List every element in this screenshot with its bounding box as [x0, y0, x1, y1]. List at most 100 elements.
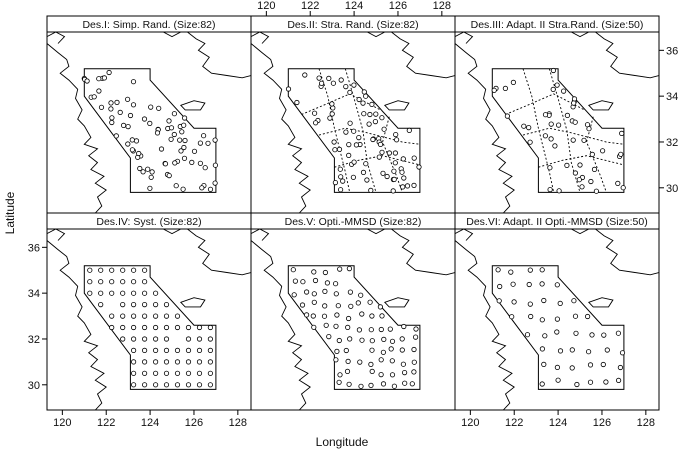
sample-point — [131, 359, 137, 365]
sample-point — [347, 120, 353, 126]
panel-title: Des.IV: Syst. (Size:82) — [96, 216, 201, 228]
sample-point — [351, 82, 357, 88]
sample-point — [98, 302, 104, 308]
sample-point — [181, 122, 187, 128]
sample-point — [541, 361, 547, 367]
sample-point — [511, 299, 517, 305]
sample-point — [303, 312, 310, 318]
sample-point — [142, 336, 148, 342]
panel-title: Des.II: Stra. Rand. (Size:82) — [287, 19, 418, 31]
sample-point — [322, 269, 329, 276]
sample-point — [310, 313, 316, 319]
sample-point — [351, 159, 357, 165]
sample-point — [347, 289, 354, 295]
sample-point — [142, 370, 148, 376]
sample-point — [207, 186, 214, 192]
sample-point — [141, 116, 148, 122]
sample-point — [142, 359, 148, 365]
sample-point — [587, 379, 594, 385]
sample-point — [154, 130, 161, 136]
coastline-4 — [571, 32, 590, 38]
sample-point — [180, 186, 186, 192]
sample-point — [324, 280, 331, 286]
sample-point — [360, 100, 366, 106]
sample-point — [402, 370, 408, 376]
sample-point — [496, 298, 502, 304]
sample-point — [377, 304, 383, 310]
sample-point — [114, 99, 120, 106]
sample-point — [379, 313, 385, 319]
sample-point — [528, 313, 534, 320]
sample-point — [357, 359, 363, 365]
sample-point — [212, 180, 218, 186]
sample-point — [340, 178, 346, 184]
sample-point — [548, 121, 554, 127]
coastline-3 — [187, 32, 251, 79]
sample-point — [163, 359, 170, 365]
sample-point — [336, 379, 342, 385]
sample-point — [131, 302, 137, 308]
sample-point — [554, 82, 560, 88]
sample-point — [589, 151, 595, 157]
sample-point — [368, 327, 374, 333]
stratum-boundary-4 — [522, 68, 555, 193]
sample-point — [572, 119, 578, 125]
sample-point — [120, 279, 126, 285]
sample-point — [196, 336, 203, 342]
sample-point — [207, 359, 213, 365]
sample-point — [413, 334, 419, 340]
sample-point — [98, 279, 104, 285]
sample-point — [98, 267, 104, 273]
sample-point — [358, 292, 364, 298]
y-tick-label: 32 — [666, 137, 678, 149]
sample-point — [131, 324, 137, 331]
sample-point — [332, 180, 339, 186]
panel-title: Des.VI: Adapt. II Opti.-MMSD (Size:50) — [466, 216, 647, 228]
sample-point — [541, 297, 547, 304]
sample-point — [356, 96, 362, 103]
sample-point — [380, 349, 386, 355]
sample-point — [172, 160, 178, 166]
y-tick-label: 36 — [28, 242, 40, 254]
x-tick-label: 124 — [345, 0, 363, 12]
sample-point — [207, 336, 213, 342]
x-tick-label: 120 — [53, 417, 71, 429]
sample-point — [527, 139, 533, 145]
sample-point — [329, 101, 335, 107]
sample-point — [391, 176, 397, 182]
sample-point — [564, 162, 570, 168]
sample-points — [495, 267, 626, 388]
sample-point — [556, 188, 562, 194]
sample-point — [177, 137, 183, 143]
sample-point — [391, 168, 397, 174]
x-tick-label: 120 — [257, 0, 275, 12]
sample-point — [131, 290, 137, 296]
sample-point — [98, 290, 104, 296]
sample-point — [581, 137, 587, 143]
x-tick-label: 124 — [549, 417, 567, 429]
sample-point — [142, 267, 148, 273]
sample-point — [576, 177, 582, 183]
sample-point — [369, 347, 375, 353]
sample-points — [81, 69, 218, 192]
sample-point — [153, 359, 159, 365]
sample-point — [333, 323, 339, 329]
sample-point — [338, 174, 344, 180]
sample-point — [618, 151, 624, 157]
sample-point — [399, 336, 405, 342]
sample-point — [125, 96, 131, 102]
sample-point — [380, 170, 386, 176]
sample-point — [196, 382, 203, 388]
x-tick-label: 128 — [433, 0, 451, 12]
sample-point — [201, 133, 207, 139]
sample-point — [345, 358, 351, 364]
sample-point — [604, 347, 610, 353]
sample-point — [572, 313, 579, 319]
sample-point — [142, 279, 148, 285]
sample-point — [185, 324, 192, 331]
sample-point — [125, 124, 131, 130]
sample-point — [312, 277, 319, 284]
sample-point — [391, 383, 397, 389]
sample-point — [117, 109, 123, 116]
sample-point — [491, 87, 497, 93]
